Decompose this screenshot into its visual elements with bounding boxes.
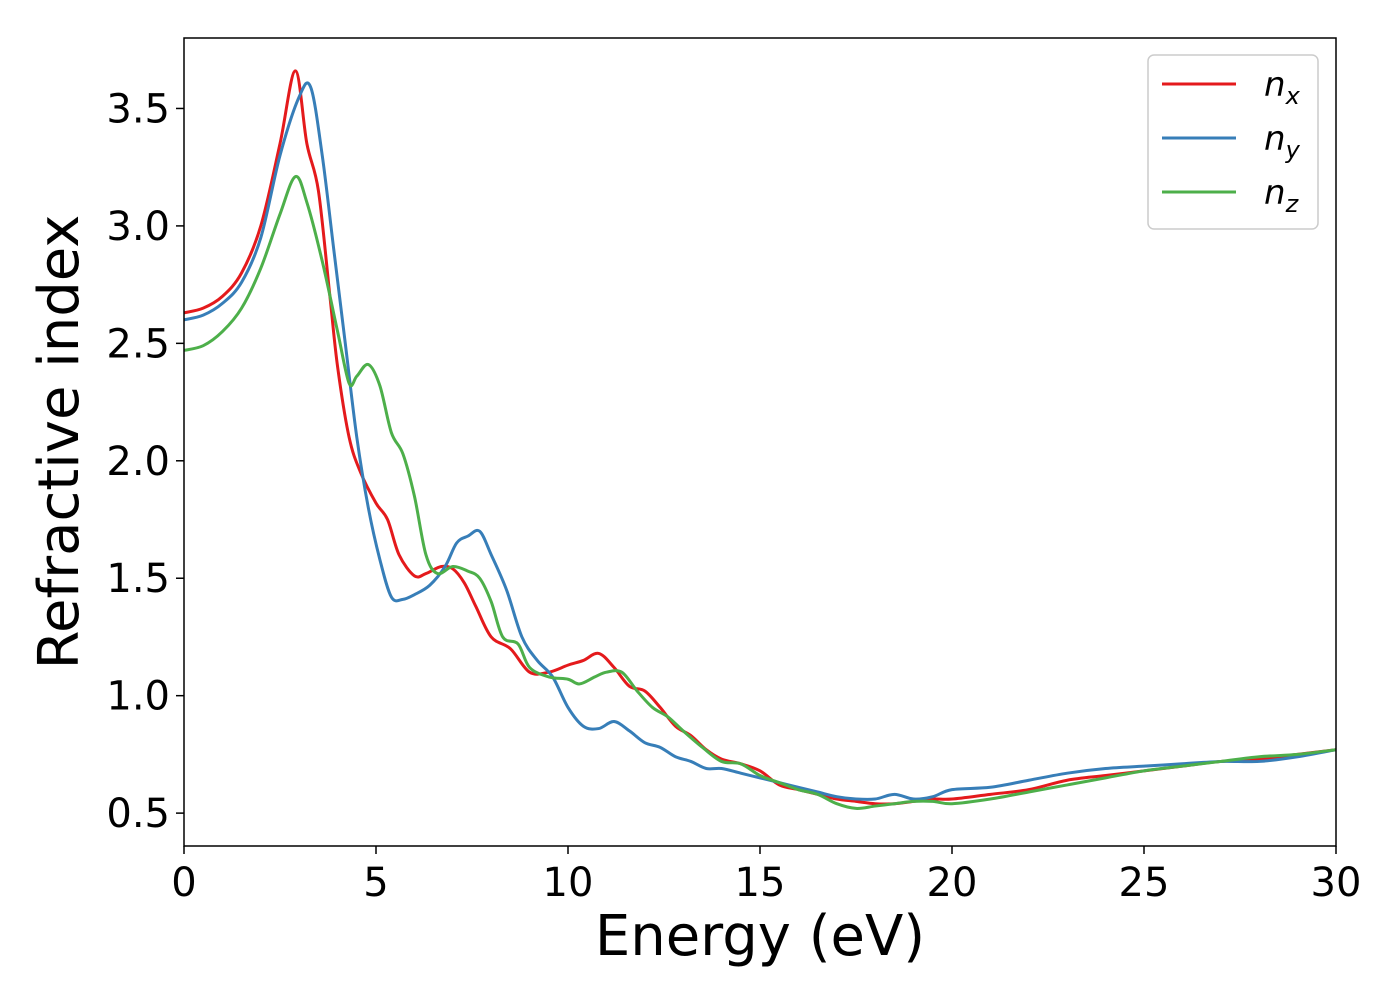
y-tick-label: 1.5 [106, 556, 170, 602]
legend-box [1147, 54, 1319, 230]
legend-label-subscript: z [1285, 190, 1300, 218]
y-tick-label: 2.0 [106, 439, 170, 485]
y-tick-label: 2.5 [106, 321, 170, 367]
legend-label-base: n [1264, 173, 1286, 213]
x-tick-label: 5 [363, 860, 388, 906]
x-tick-label: 25 [1119, 860, 1170, 906]
x-tick-label: 30 [1311, 860, 1362, 906]
legend-label-subscript: x [1285, 82, 1301, 110]
y-axis-ticks: 0.5 1.0 1.5 2.0 2.5 3.0 3.5 [106, 86, 184, 837]
legend-label-x: nx [1264, 65, 1301, 110]
x-axis-label: Energy (eV) [595, 904, 925, 969]
legend-label-z: nz [1264, 173, 1300, 218]
legend-label-base: n [1264, 65, 1286, 105]
legend-label-base: n [1264, 119, 1286, 159]
x-tick-label: 10 [543, 860, 594, 906]
series-line-y [184, 81, 1336, 801]
legend-label-y: ny [1264, 119, 1301, 164]
x-tick-label: 0 [171, 860, 196, 906]
y-tick-label: 1.0 [106, 674, 170, 720]
x-axis-ticks: 0 5 10 15 20 25 30 [171, 846, 1361, 906]
legend-label-subscript: y [1285, 136, 1301, 164]
y-axis-label: Refractive index [27, 215, 92, 670]
y-tick-label: 3.5 [106, 86, 170, 132]
x-tick-label: 15 [735, 860, 786, 906]
series-line-z [184, 175, 1336, 810]
y-tick-label: 0.5 [106, 791, 170, 837]
y-tick-label: 3.0 [106, 204, 170, 250]
x-tick-label: 20 [927, 860, 978, 906]
series-layer [184, 69, 1336, 810]
